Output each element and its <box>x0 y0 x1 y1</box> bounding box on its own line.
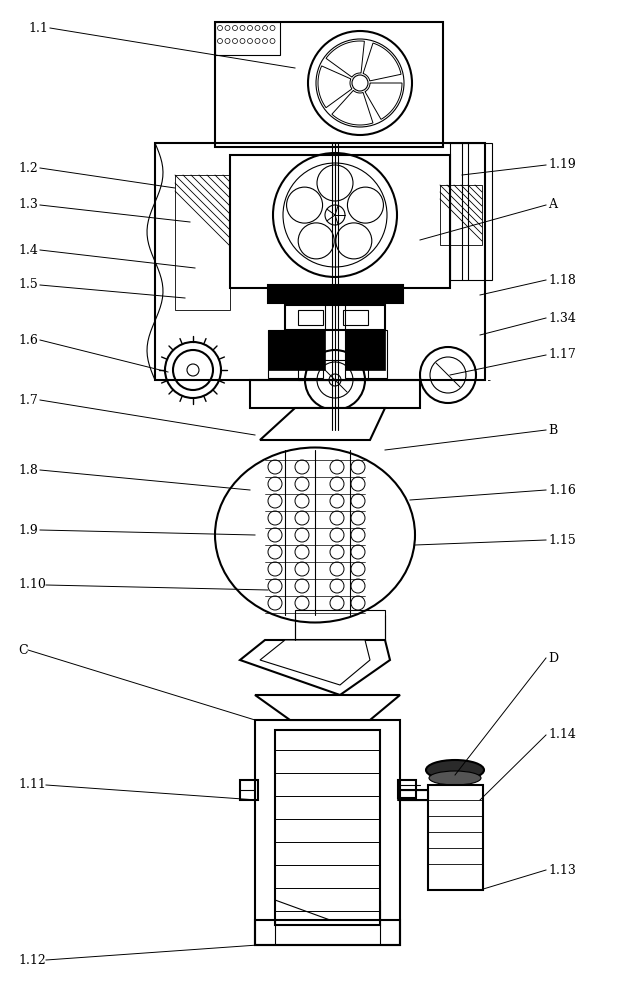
Text: 1.9: 1.9 <box>18 524 38 536</box>
Text: 1.8: 1.8 <box>18 464 38 477</box>
Bar <box>175 175 230 310</box>
Polygon shape <box>240 640 390 695</box>
Polygon shape <box>260 408 385 440</box>
Polygon shape <box>255 695 400 720</box>
Polygon shape <box>363 43 401 81</box>
Bar <box>298 360 368 380</box>
Bar <box>230 155 450 288</box>
Bar <box>240 780 258 800</box>
Bar <box>298 310 323 325</box>
Bar <box>345 330 387 378</box>
Polygon shape <box>318 66 352 108</box>
Text: 1.5: 1.5 <box>18 278 38 292</box>
Bar <box>440 185 482 245</box>
Bar <box>255 920 400 945</box>
Text: 1.14: 1.14 <box>548 728 576 742</box>
Bar <box>285 305 385 330</box>
Text: 1.16: 1.16 <box>548 484 576 496</box>
Bar <box>398 790 428 800</box>
Bar <box>450 143 492 280</box>
Polygon shape <box>260 640 370 685</box>
Bar <box>398 780 416 798</box>
Text: 1.34: 1.34 <box>548 312 576 324</box>
Text: 1.15: 1.15 <box>548 534 576 546</box>
Bar <box>268 330 323 378</box>
Text: A: A <box>548 198 557 212</box>
Bar <box>428 785 483 890</box>
Text: 1.19: 1.19 <box>548 158 576 172</box>
Bar <box>275 730 380 925</box>
Text: 1.3: 1.3 <box>18 198 38 212</box>
Polygon shape <box>326 41 364 77</box>
Bar <box>155 143 485 380</box>
Bar <box>255 720 400 945</box>
Polygon shape <box>365 83 402 119</box>
Text: 1.6: 1.6 <box>18 334 38 347</box>
Bar <box>268 285 403 303</box>
Text: 1.7: 1.7 <box>18 393 38 406</box>
Polygon shape <box>332 90 373 125</box>
Text: 1.2: 1.2 <box>18 161 38 174</box>
Ellipse shape <box>429 771 481 785</box>
Ellipse shape <box>426 760 484 780</box>
Text: 1.1: 1.1 <box>28 21 48 34</box>
Text: 1.4: 1.4 <box>18 243 38 256</box>
Text: 1.13: 1.13 <box>548 863 576 876</box>
Bar <box>215 22 443 147</box>
Text: 1.17: 1.17 <box>548 349 576 361</box>
Polygon shape <box>268 330 325 370</box>
Text: D: D <box>548 652 558 664</box>
Bar <box>295 610 385 640</box>
Text: 1.18: 1.18 <box>548 273 576 286</box>
Polygon shape <box>345 330 385 370</box>
Text: 1.10: 1.10 <box>18 578 46 591</box>
Text: 1.12: 1.12 <box>18 954 46 966</box>
Text: 1.11: 1.11 <box>18 778 46 792</box>
Bar <box>250 380 420 408</box>
Bar <box>215 22 280 55</box>
Text: C: C <box>18 644 28 656</box>
Bar <box>343 310 368 325</box>
Text: B: B <box>548 424 558 436</box>
